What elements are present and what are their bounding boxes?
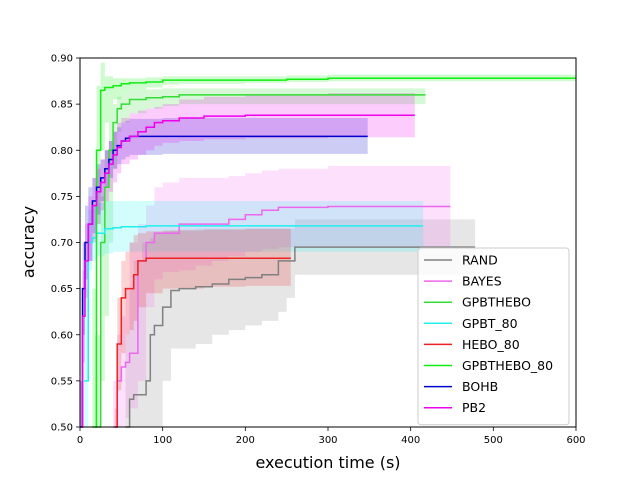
line-gpbt-80 (84, 225, 424, 382)
y-tick-label: 0.80 (51, 146, 73, 157)
line-rand (125, 246, 476, 428)
x-tick-label: 0 (77, 435, 83, 446)
legend-label-pb2: PB2 (462, 400, 486, 415)
x-tick-label: 100 (153, 435, 172, 446)
y-axis-label: accuracy (19, 206, 38, 278)
x-tick-label: 300 (318, 435, 337, 446)
series-lines (80, 77, 576, 428)
y-tick-label: 0.55 (51, 376, 73, 387)
y-tick-label: 0.85 (51, 100, 73, 111)
y-tick-label: 0.65 (51, 284, 73, 295)
legend-label-hebo-80: HEBO_80 (462, 337, 520, 352)
legend-label-gpbt-80: GPBT_80 (462, 316, 518, 331)
y-tick-label: 0.50 (51, 423, 73, 434)
band-rand (125, 219, 476, 427)
x-tick-label: 200 (236, 435, 255, 446)
band-bayes (113, 165, 451, 427)
band-pb2 (80, 93, 415, 427)
legend: RAND BAYES GPBTHEBO GPBT_80 HEBO_80 GPBTHEBO_… (417, 247, 570, 426)
legend-label-rand: RAND (462, 253, 498, 268)
line-gpbthebo (94, 94, 426, 428)
legend-label-bayes: BAYES (462, 274, 502, 289)
legend-label-gpbthebo-80: GPBTHEBO_80 (462, 358, 553, 373)
y-tick-label: 0.70 (51, 238, 73, 249)
band-gpbt-80 (84, 201, 424, 427)
legend-label-bohb: BOHB (462, 379, 498, 394)
band-gpbthebo (94, 88, 426, 428)
y-tick-label: 0.75 (51, 192, 73, 203)
line-pb2 (80, 114, 415, 428)
x-tick-label: 400 (401, 435, 420, 446)
y-tick-label: 0.60 (51, 330, 73, 341)
x-axis-ticks: 0 100 200 300 400 500 600 (77, 427, 586, 446)
band-bohb (80, 118, 368, 427)
y-tick-label: 0.90 (51, 54, 73, 65)
line-gpbthebo-80 (92, 77, 576, 428)
legend-box (417, 247, 570, 426)
x-axis-label: execution time (s) (255, 453, 400, 472)
y-axis-ticks: 0.50 0.55 0.60 0.65 0.70 0.75 0.80 0.85 0.90 (51, 54, 80, 434)
legend-label-gpbthebo: GPBTHEBO (462, 295, 531, 310)
x-tick-label: 500 (484, 435, 503, 446)
line-hebo-80 (114, 257, 291, 428)
line-bayes (113, 205, 451, 428)
x-tick-label: 600 (566, 435, 585, 446)
